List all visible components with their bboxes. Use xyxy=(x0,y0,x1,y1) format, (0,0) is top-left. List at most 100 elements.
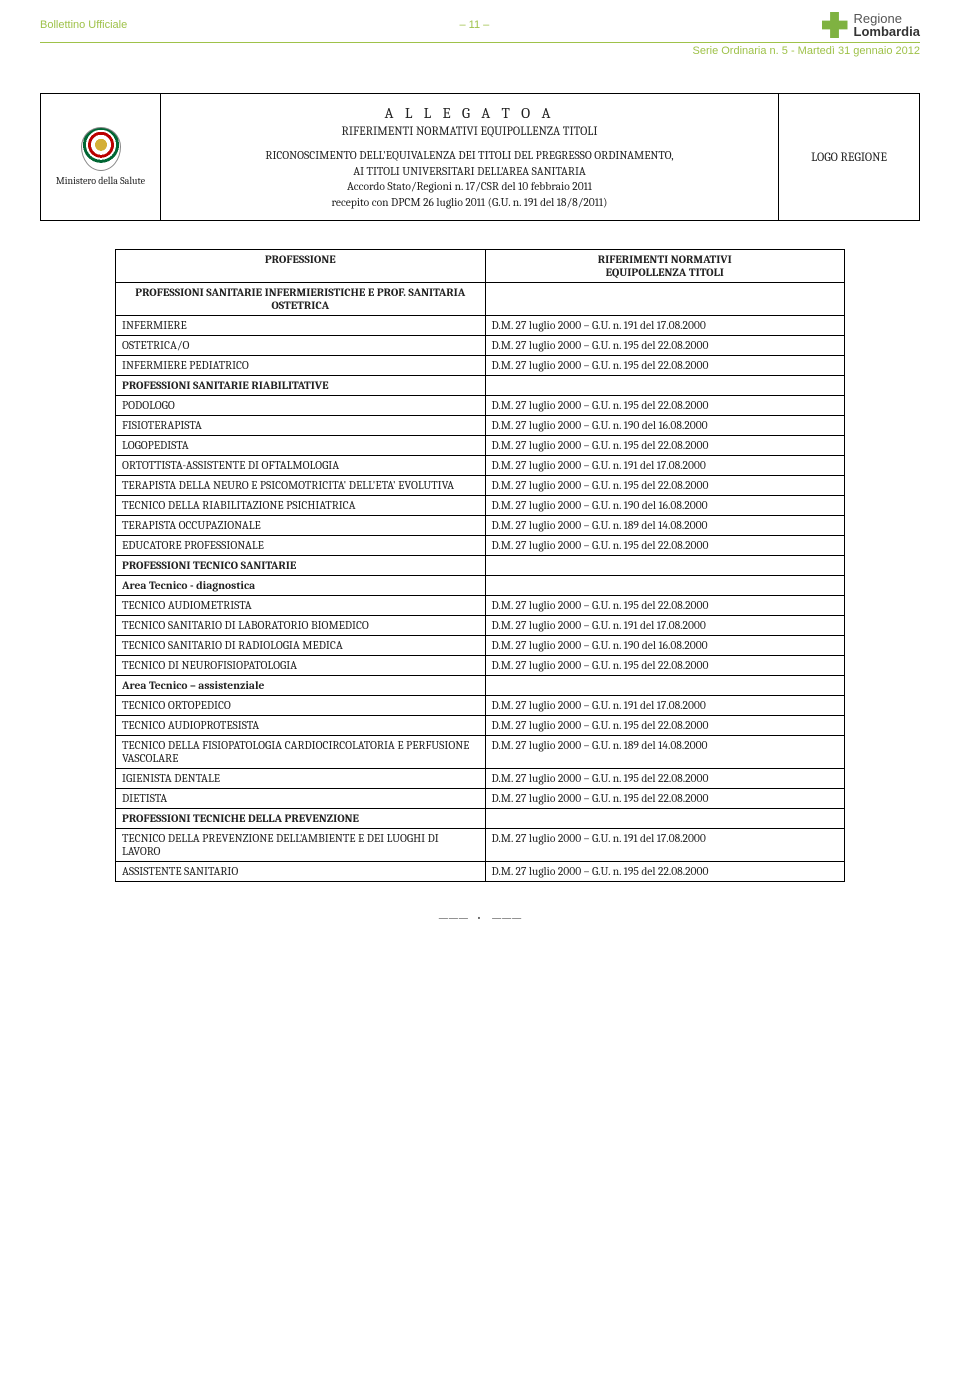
profession-cell: TECNICO DELLA RIABILITAZIONE PSICHIATRIC… xyxy=(116,496,486,516)
table-row: TECNICO DI NEUROFISIOPATOLOGIAD.M. 27 lu… xyxy=(116,656,845,676)
reference-cell: D.M. 27 luglio 2000 – G.U. n. 195 del 22… xyxy=(485,789,844,809)
table-row: PODOLOGOD.M. 27 luglio 2000 – G.U. n. 19… xyxy=(116,396,845,416)
title-cell: A L L E G A T O A RIFERIMENTI NORMATIVI … xyxy=(161,94,779,220)
section-empty xyxy=(485,283,844,316)
logo-text: Regione Lombardia xyxy=(854,12,920,38)
table-row: INFERMIERE PEDIATRICOD.M. 27 luglio 2000… xyxy=(116,356,845,376)
reference-cell: D.M. 27 luglio 2000 – G.U. n. 189 del 14… xyxy=(485,516,844,536)
table-row: TECNICO DELLA RIABILITAZIONE PSICHIATRIC… xyxy=(116,496,845,516)
reference-cell: D.M. 27 luglio 2000 – G.U. n. 190 del 16… xyxy=(485,636,844,656)
profession-cell: INFERMIERE xyxy=(116,316,486,336)
section-row: PROFESSIONI TECNICO SANITARIE xyxy=(116,556,845,576)
table-row: EDUCATORE PROFESSIONALED.M. 27 luglio 20… xyxy=(116,536,845,556)
table-row: INFERMIERED.M. 27 luglio 2000 – G.U. n. … xyxy=(116,316,845,336)
region-logo: Regione Lombardia xyxy=(822,12,920,38)
reference-cell: D.M. 27 luglio 2000 – G.U. n. 195 del 22… xyxy=(485,862,844,882)
logo-regione-cell: LOGO REGIONE xyxy=(779,94,919,220)
table-row: TERAPISTA OCCUPAZIONALED.M. 27 luglio 20… xyxy=(116,516,845,536)
section-empty xyxy=(485,676,844,696)
profession-cell: TECNICO DELLA FISIOPATOLOGIA CARDIOCIRCO… xyxy=(116,736,486,769)
reference-cell: D.M. 27 luglio 2000 – G.U. n. 195 del 22… xyxy=(485,356,844,376)
table-row: TECNICO SANITARIO DI LABORATORIO BIOMEDI… xyxy=(116,616,845,636)
body-line: Accordo Stato/Regioni n. 17/CSR del 10 f… xyxy=(265,179,673,195)
table-row: ORTOTTISTA-ASSISTENTE DI OFTALMOLOGIAD.M… xyxy=(116,456,845,476)
body-line: RICONOSCIMENTO DELL'EQUIVALENZA DEI TITO… xyxy=(265,148,673,164)
head-right-l2: EQUIPOLLENZA TITOLI xyxy=(492,266,838,279)
profession-cell: PODOLOGO xyxy=(116,396,486,416)
subsection-row: Area Tecnico – assistenziale xyxy=(116,676,845,696)
footer-mark: ——— • ——— xyxy=(40,912,920,924)
reference-cell: D.M. 27 luglio 2000 – G.U. n. 190 del 16… xyxy=(485,416,844,436)
reference-cell: D.M. 27 luglio 2000 – G.U. n. 191 del 17… xyxy=(485,829,844,862)
table-row: IGIENISTA DENTALED.M. 27 luglio 2000 – G… xyxy=(116,769,845,789)
top-bar: Bollettino Ufficiale – 11 – Regione Lomb… xyxy=(40,12,920,43)
reference-cell: D.M. 27 luglio 2000 – G.U. n. 191 del 17… xyxy=(485,456,844,476)
allegato-body: RICONOSCIMENTO DELL'EQUIVALENZA DEI TITO… xyxy=(265,148,673,210)
head-left: PROFESSIONE xyxy=(122,253,479,266)
profession-cell: ASSISTENTE SANITARIO xyxy=(116,862,486,882)
head-right-l1: RIFERIMENTI NORMATIVI xyxy=(492,253,838,266)
profession-cell: INFERMIERE PEDIATRICO xyxy=(116,356,486,376)
section-label: PROFESSIONI SANITARIE RIABILITATIVE xyxy=(116,376,486,396)
reference-cell: D.M. 27 luglio 2000 – G.U. n. 195 del 22… xyxy=(485,769,844,789)
subsection-label: Area Tecnico – assistenziale xyxy=(116,676,486,696)
reference-cell: D.M. 27 luglio 2000 – G.U. n. 191 del 17… xyxy=(485,616,844,636)
table-row: TECNICO ORTOPEDICOD.M. 27 luglio 2000 – … xyxy=(116,696,845,716)
reference-cell: D.M. 27 luglio 2000 – G.U. n. 191 del 17… xyxy=(485,316,844,336)
section-empty xyxy=(485,376,844,396)
reference-cell: D.M. 27 luglio 2000 – G.U. n. 195 del 22… xyxy=(485,596,844,616)
col-professione: PROFESSIONE xyxy=(116,250,486,283)
table-header-row: PROFESSIONE RIFERIMENTI NORMATIVI EQUIPO… xyxy=(116,250,845,283)
table-row: TERAPISTA DELLA NEURO E PSICOMOTRICITA' … xyxy=(116,476,845,496)
profession-cell: TECNICO SANITARIO DI RADIOLOGIA MEDICA xyxy=(116,636,486,656)
series-line: Serie Ordinaria n. 5 - Martedì 31 gennai… xyxy=(40,45,920,57)
col-riferimenti: RIFERIMENTI NORMATIVI EQUIPOLLENZA TITOL… xyxy=(485,250,844,283)
profession-cell: TECNICO DELLA PREVENZIONE DELL'AMBIENTE … xyxy=(116,829,486,862)
profession-cell: TECNICO AUDIOMETRISTA xyxy=(116,596,486,616)
reference-cell: D.M. 27 luglio 2000 – G.U. n. 190 del 16… xyxy=(485,496,844,516)
reference-cell: D.M. 27 luglio 2000 – G.U. n. 189 del 14… xyxy=(485,736,844,769)
ministry-cell: Ministero della Salute xyxy=(41,94,161,220)
reference-cell: D.M. 27 luglio 2000 – G.U. n. 191 del 17… xyxy=(485,696,844,716)
logo-line2: Lombardia xyxy=(854,25,920,38)
ministry-label: Ministero della Salute xyxy=(56,175,145,187)
reference-cell: D.M. 27 luglio 2000 – G.U. n. 195 del 22… xyxy=(485,536,844,556)
table-row: FISIOTERAPISTAD.M. 27 luglio 2000 – G.U.… xyxy=(116,416,845,436)
profession-cell: TERAPISTA OCCUPAZIONALE xyxy=(116,516,486,536)
profession-cell: TECNICO AUDIOPROTESISTA xyxy=(116,716,486,736)
table-row: TECNICO SANITARIO DI RADIOLOGIA MEDICAD.… xyxy=(116,636,845,656)
section-empty xyxy=(485,556,844,576)
section-empty xyxy=(485,809,844,829)
table-row: DIETISTAD.M. 27 luglio 2000 – G.U. n. 19… xyxy=(116,789,845,809)
page-number: – 11 – xyxy=(459,19,489,31)
reference-cell: D.M. 27 luglio 2000 – G.U. n. 195 del 22… xyxy=(485,476,844,496)
profession-cell: IGIENISTA DENTALE xyxy=(116,769,486,789)
page: Bollettino Ufficiale – 11 – Regione Lomb… xyxy=(0,0,960,964)
section-label: PROFESSIONI SANITARIE INFERMIERISTICHE E… xyxy=(116,283,486,316)
table-row: LOGOPEDISTAD.M. 27 luglio 2000 – G.U. n.… xyxy=(116,436,845,456)
subsection-label: Area Tecnico - diagnostica xyxy=(116,576,486,596)
body-line: AI TITOLI UNIVERSITARI DELL'AREA SANITAR… xyxy=(265,164,673,180)
publication-title: Bollettino Ufficiale xyxy=(40,19,127,31)
profession-cell: LOGOPEDISTA xyxy=(116,436,486,456)
profession-cell: DIETISTA xyxy=(116,789,486,809)
profession-cell: EDUCATORE PROFESSIONALE xyxy=(116,536,486,556)
reference-cell: D.M. 27 luglio 2000 – G.U. n. 195 del 22… xyxy=(485,656,844,676)
reference-cell: D.M. 27 luglio 2000 – G.U. n. 195 del 22… xyxy=(485,436,844,456)
reference-cell: D.M. 27 luglio 2000 – G.U. n. 195 del 22… xyxy=(485,336,844,356)
profession-cell: TECNICO DI NEUROFISIOPATOLOGIA xyxy=(116,656,486,676)
section-empty xyxy=(485,576,844,596)
allegato-subtitle: RIFERIMENTI NORMATIVI EQUIPOLLENZA TITOL… xyxy=(342,124,598,138)
table-row: TECNICO DELLA PREVENZIONE DELL'AMBIENTE … xyxy=(116,829,845,862)
profession-cell: TERAPISTA DELLA NEURO E PSICOMOTRICITA' … xyxy=(116,476,486,496)
section-row: PROFESSIONI TECNICHE DELLA PREVENZIONE xyxy=(116,809,845,829)
profession-cell: ORTOTTISTA-ASSISTENTE DI OFTALMOLOGIA xyxy=(116,456,486,476)
section-row: PROFESSIONI SANITARIE INFERMIERISTICHE E… xyxy=(116,283,845,316)
table-row: TECNICO DELLA FISIOPATOLOGIA CARDIOCIRCO… xyxy=(116,736,845,769)
reference-cell: D.M. 27 luglio 2000 – G.U. n. 195 del 22… xyxy=(485,716,844,736)
italy-emblem-icon xyxy=(81,127,121,171)
profession-cell: TECNICO ORTOPEDICO xyxy=(116,696,486,716)
reference-cell: D.M. 27 luglio 2000 – G.U. n. 195 del 22… xyxy=(485,396,844,416)
subsection-row: Area Tecnico - diagnostica xyxy=(116,576,845,596)
logo-regione-label: LOGO REGIONE xyxy=(811,150,887,164)
